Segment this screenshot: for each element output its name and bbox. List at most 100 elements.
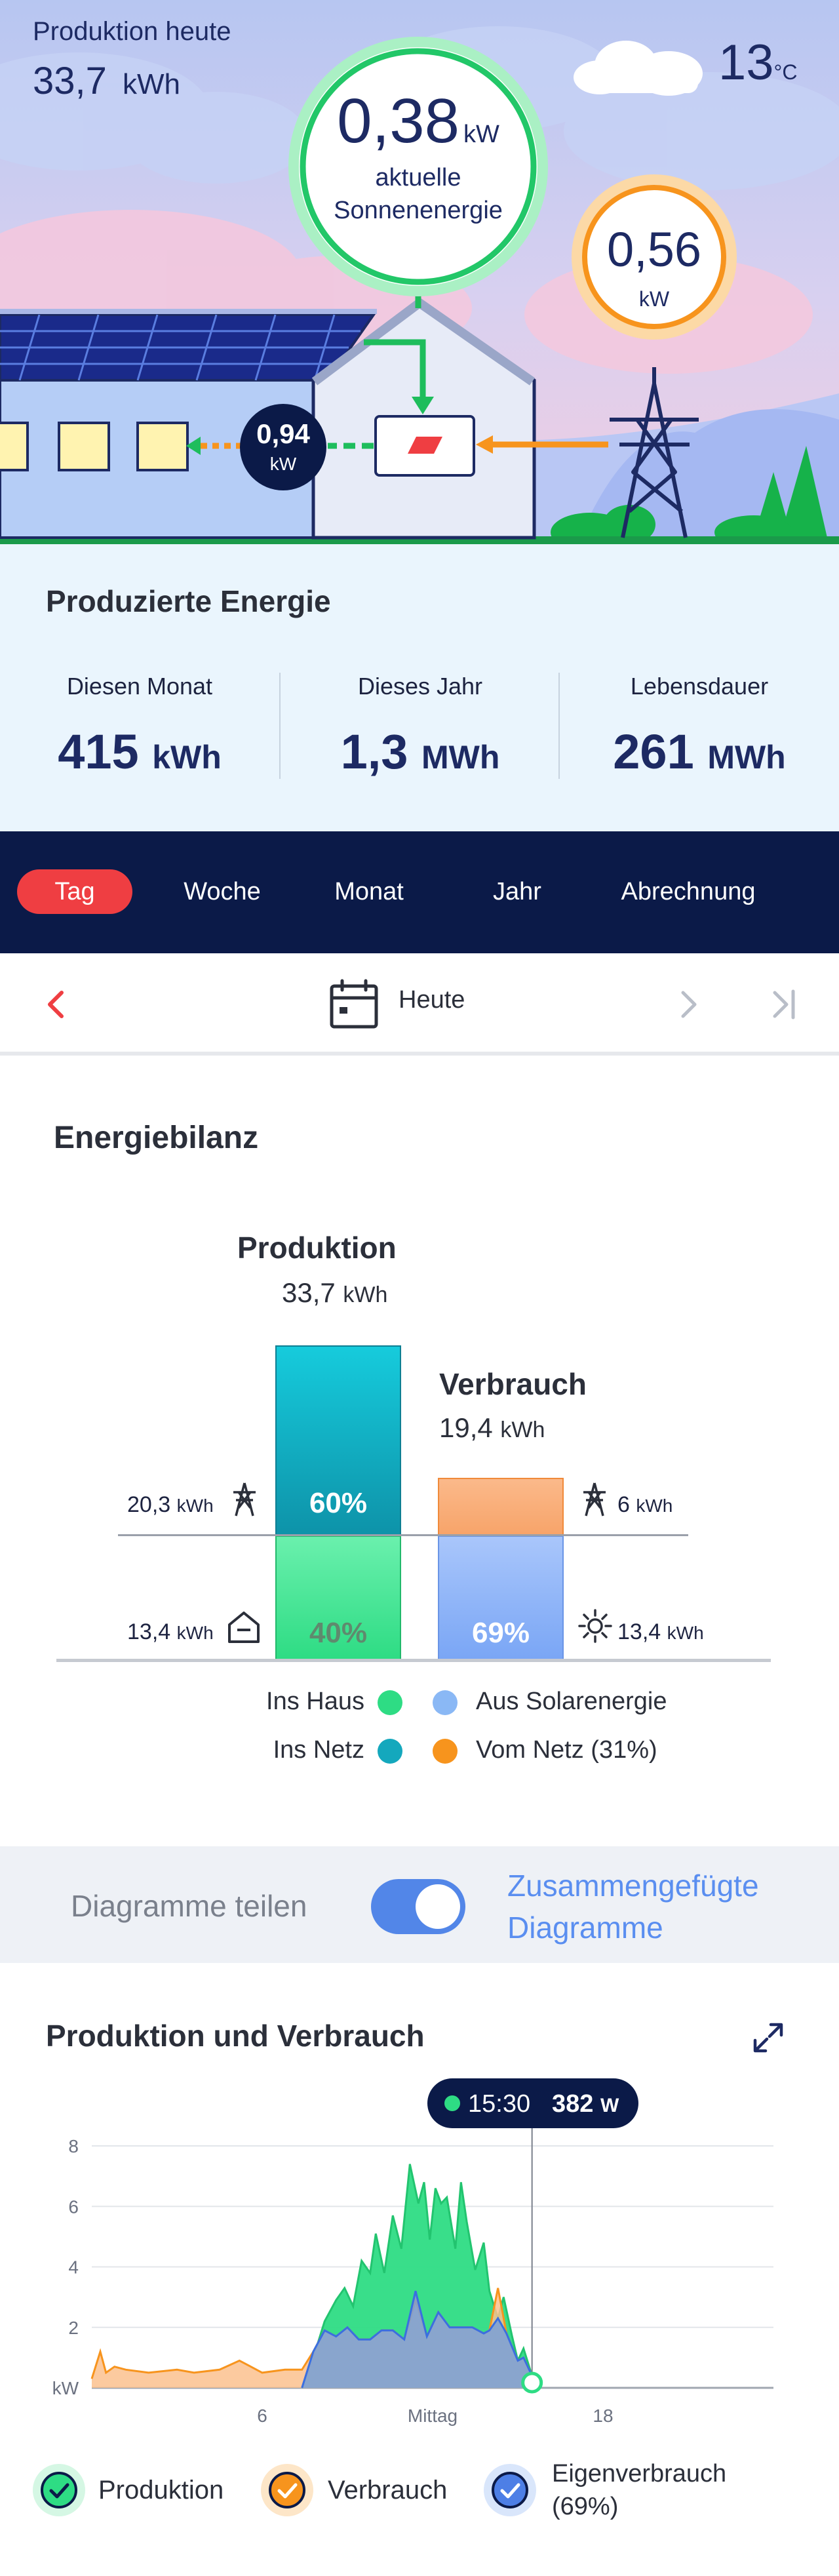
check-circle-icon bbox=[269, 2472, 305, 2508]
stat-unit: kWh bbox=[152, 739, 222, 776]
from-solar-amount: 13,4 kWh bbox=[617, 1619, 704, 1645]
legend-produktion-badge[interactable] bbox=[33, 2464, 85, 2516]
check-circle-icon bbox=[41, 2472, 77, 2508]
tooltip-value-number: 382 bbox=[552, 2090, 594, 2118]
solar-caption-line2: Sonnenenergie bbox=[334, 197, 503, 224]
stat-label: Diesen Monat bbox=[66, 673, 213, 700]
to-house-unit: kWh bbox=[176, 1623, 214, 1643]
sun-icon bbox=[578, 1609, 612, 1643]
house-icon bbox=[228, 1612, 260, 1643]
stat-value: 415 kWh bbox=[0, 724, 279, 780]
tab-monat[interactable]: Monat bbox=[334, 878, 404, 905]
from-grid-amount: 6 kWh bbox=[617, 1492, 673, 1518]
grid-power-unit: kW bbox=[638, 287, 670, 311]
house-power-value: 0,94 bbox=[256, 418, 310, 449]
pylon-icon bbox=[583, 1482, 606, 1516]
tab-woche[interactable]: Woche bbox=[184, 878, 261, 905]
to-house-number: 13,4 bbox=[127, 1619, 171, 1644]
stat-label: Dieses Jahr bbox=[357, 673, 483, 700]
bar-ins-netz bbox=[275, 1345, 401, 1536]
legend-verbrauch-badge[interactable] bbox=[261, 2464, 313, 2516]
production-consumption-chart[interactable]: 2 4 6 8 kW 6 Mittag 18 bbox=[0, 2065, 839, 2432]
tooltip-value: 382 W bbox=[552, 2090, 619, 2118]
bar-aus-solar-pct: 69% bbox=[471, 1617, 530, 1649]
production-label: Produktion bbox=[237, 1231, 397, 1265]
produced-energy-section: Produzierte Energie Diesen Monat 415 kWh… bbox=[0, 544, 839, 831]
x-tick-label: Mittag bbox=[408, 2406, 458, 2426]
tooltip-value-unit: W bbox=[600, 2095, 619, 2116]
y-tick-label: 2 bbox=[68, 2318, 79, 2338]
energy-balance-title: Energiebilanz bbox=[54, 1120, 259, 1155]
split-charts-label[interactable]: Diagramme teilen bbox=[71, 1889, 307, 1923]
production-today-value: 33,7 kWh bbox=[33, 59, 180, 103]
legend-eigenverbrauch-label: Eigenverbrauch (69%) bbox=[552, 2457, 726, 2523]
y-tick-label: 4 bbox=[68, 2257, 79, 2278]
legend-aus-solar-label: Aus Solarenergie bbox=[476, 1688, 667, 1715]
stat-unit: MWh bbox=[707, 739, 786, 776]
date-navigator: Heute bbox=[0, 953, 839, 1056]
production-total-unit: kWh bbox=[343, 1282, 388, 1307]
cursor-marker bbox=[521, 2371, 543, 2394]
chart-tooltip: 15:30 382 W bbox=[427, 2078, 638, 2128]
solar-power-value: 0,38 bbox=[337, 86, 459, 156]
check-circle-icon bbox=[492, 2472, 528, 2508]
stat-value: 1,3 MWh bbox=[281, 724, 560, 780]
from-solar-unit: kWh bbox=[667, 1623, 704, 1643]
period-tabs: Tag Woche Monat Jahr Abrechnung bbox=[0, 831, 839, 953]
cloud-icon bbox=[574, 41, 703, 96]
bar-ins-haus-pct: 40% bbox=[309, 1617, 368, 1649]
legend-produktion-label: Produktion bbox=[98, 2476, 224, 2505]
stat-unit: MWh bbox=[421, 739, 500, 776]
grid-power-value: 0,56 bbox=[606, 222, 702, 277]
production-total: 33,7 kWh bbox=[282, 1277, 387, 1309]
consumption-total: 19,4 kWh bbox=[439, 1412, 545, 1444]
temperature-unit: °C bbox=[773, 60, 798, 84]
series-area-eigenverbrauch bbox=[302, 2291, 532, 2388]
legend-ins-netz-dot bbox=[378, 1739, 402, 1764]
stat-divider bbox=[558, 673, 560, 779]
grid-power-circle bbox=[572, 174, 737, 340]
legend-vom-netz-label: Vom Netz (31%) bbox=[476, 1736, 657, 1764]
stat-number: 415 bbox=[58, 724, 139, 779]
y-tick-label: 8 bbox=[68, 2136, 79, 2156]
tab-abrechnung[interactable]: Abrechnung bbox=[621, 878, 756, 905]
x-tick-label: 6 bbox=[257, 2406, 267, 2426]
house-power-circle bbox=[240, 404, 326, 490]
balance-midline bbox=[118, 1534, 688, 1536]
temperature-display: 13°C bbox=[718, 34, 797, 91]
legend-eigenverbrauch-line2: (69%) bbox=[552, 2493, 619, 2520]
chevron-right-icon[interactable] bbox=[673, 985, 705, 1024]
chevron-left-icon[interactable] bbox=[39, 985, 72, 1024]
legend-ins-haus-label: Ins Haus bbox=[266, 1688, 364, 1715]
stat-this-month: Diesen Monat 415 kWh bbox=[0, 673, 279, 780]
consumption-total-value: 19,4 bbox=[439, 1412, 493, 1443]
to-house-amount: 13,4 kWh bbox=[127, 1619, 214, 1645]
skip-to-end-icon[interactable] bbox=[764, 985, 804, 1024]
chart-mode-toggle[interactable] bbox=[371, 1879, 465, 1934]
stat-number: 261 bbox=[613, 724, 694, 779]
from-grid-number: 6 bbox=[617, 1492, 630, 1517]
tab-tag[interactable]: Tag bbox=[17, 869, 132, 914]
toggle-knob bbox=[416, 1884, 460, 1929]
legend-vom-netz-dot bbox=[433, 1739, 458, 1764]
solar-power-circle bbox=[288, 37, 548, 296]
legend-verbrauch-label: Verbrauch bbox=[328, 2476, 448, 2505]
tab-jahr[interactable]: Jahr bbox=[493, 878, 541, 905]
legend-aus-solar-dot bbox=[433, 1690, 458, 1715]
merged-charts-line1: Zusammengefügte bbox=[507, 1869, 759, 1903]
expand-icon[interactable] bbox=[750, 2019, 787, 2056]
stat-this-year: Dieses Jahr 1,3 MWh bbox=[281, 673, 560, 780]
calendar-icon[interactable] bbox=[328, 978, 380, 1031]
stat-lifetime: Lebensdauer 261 MWh bbox=[560, 673, 839, 780]
merged-charts-label[interactable]: Zusammengefügte Diagramme bbox=[507, 1865, 759, 1949]
temperature-value: 13 bbox=[718, 35, 774, 90]
production-total-value: 33,7 bbox=[282, 1277, 336, 1308]
production-today-number: 33,7 bbox=[33, 60, 107, 102]
date-label: Heute bbox=[399, 986, 465, 1014]
production-today-label: Produktion heute bbox=[33, 17, 231, 46]
house-power-unit: kW bbox=[269, 454, 297, 474]
chart-title: Produktion und Verbrauch bbox=[46, 2019, 425, 2053]
stat-label: Lebensdauer bbox=[630, 673, 769, 700]
legend-eigenverbrauch-badge[interactable] bbox=[484, 2464, 536, 2516]
solar-power-text: 0,38 kW bbox=[294, 85, 543, 157]
